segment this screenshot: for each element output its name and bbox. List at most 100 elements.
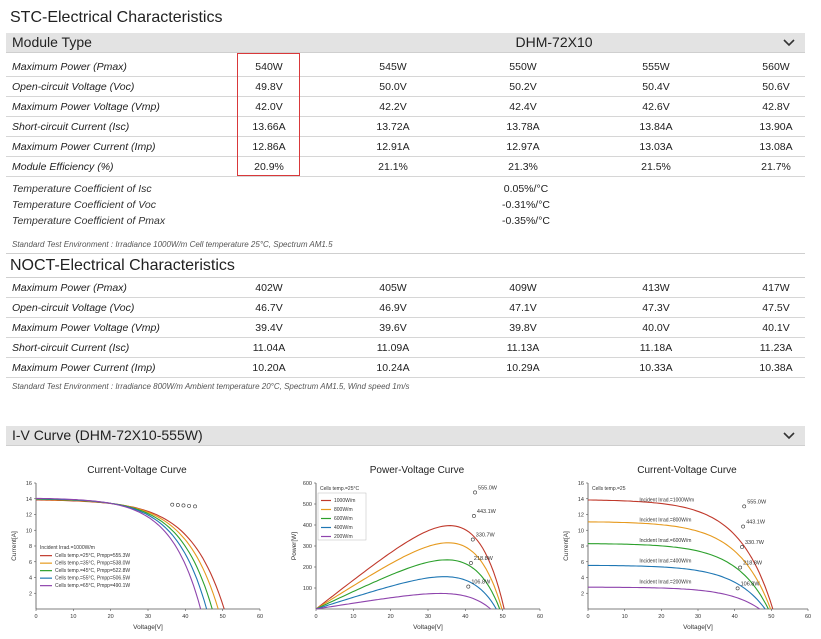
data-label: 443.1W (746, 520, 766, 526)
chart-plot: 0 10 20 30 40 50 60 100 200 300 400 500 600 Voltage[V… (291, 481, 543, 631)
series-line (36, 497, 202, 610)
legend-entry: Cells temp.=45°C, Pmpp=522.8W (55, 568, 130, 574)
table-cell: 10.33A (639, 362, 673, 374)
x-tick-label: 0 (586, 614, 589, 620)
chevron-down-icon[interactable] (783, 38, 795, 48)
stc-title: STC-Electrical Characteristics (10, 9, 223, 26)
y-axis-label: Current[A] (11, 531, 18, 561)
mpp-point (741, 524, 746, 529)
mpp-point (473, 490, 477, 495)
table-cell: 540W (255, 61, 283, 73)
table-row: Maximum Power Voltage (Vmp) 39.4V 39.6V 39.… (6, 318, 805, 338)
y-tick-label: 12 (26, 513, 32, 519)
table-cell: 12.91A (376, 141, 410, 153)
data-label: 106.8W (741, 581, 761, 587)
y-tick-label: 10 (578, 528, 584, 534)
chart-current-voltage-irradiance: Current-Voltage Curve 0 10 20 30 40 50 60 2 4 6 8 1… (556, 465, 818, 635)
selected-column-highlight (237, 53, 300, 176)
table-cell: 47.1V (509, 302, 537, 314)
mpp-point (735, 586, 740, 591)
table-cell: 50.4V (642, 81, 670, 93)
y-tick-label: 300 (303, 544, 312, 550)
series-label: Incident Irrad.=800W/m (639, 518, 691, 524)
table-cell: 12.97A (506, 141, 540, 153)
y-tick-label: 6 (581, 560, 584, 566)
series-line (315, 592, 492, 610)
noct-note: Standard Test Environment : Irradiance 8… (12, 382, 410, 391)
y-tick-label: 2 (581, 591, 584, 597)
table-row: Short-circuit Current (Isc) 11.04A 11.09A 1… (6, 338, 805, 358)
x-axis-label: Voltage[V] (683, 624, 713, 631)
table-cell: 50.6V (762, 81, 790, 93)
y-tick-label: 8 (29, 544, 32, 550)
table-row: Maximum Power (Pmax) 402W 405W 409W 413W 417W (6, 278, 805, 298)
row-label: Maximum Power (Pmax) (12, 282, 127, 294)
legend-entry: 1000W/m (334, 498, 355, 504)
y-tick-label: 16 (26, 481, 32, 487)
mpp-point (469, 561, 473, 565)
table-cell: 10.20A (252, 362, 286, 374)
table-cell: 405W (379, 282, 407, 294)
module-type-bar[interactable]: Module Type DHM-72X10 (6, 33, 805, 53)
table-cell: 10.24A (376, 362, 410, 374)
data-label: 555.0W (478, 485, 498, 491)
table-cell: 42.2V (379, 101, 407, 113)
series-line (588, 564, 766, 610)
y-tick-label: 10 (26, 528, 32, 534)
table-cell: 555W (642, 61, 670, 73)
x-tick-label: 60 (257, 614, 263, 620)
table-cell: 42.8V (762, 101, 790, 113)
table-cell: 409W (509, 282, 537, 294)
noct-title: NOCT-Electrical Characteristics (10, 257, 235, 274)
iv-curve-title: I-V Curve (DHM-72X10-555W) (12, 427, 203, 443)
mpp-point (738, 565, 743, 570)
y-tick-label: 14 (578, 497, 584, 503)
x-tick-label: 20 (388, 614, 394, 620)
x-tick-label: 60 (537, 614, 543, 620)
table-cell: 21.5% (641, 161, 671, 173)
x-tick-label: 20 (658, 614, 664, 620)
legend-entry: 200W/m (334, 534, 353, 540)
chart-plot: 0 10 20 30 40 50 60 2 4 6 8 10 12 14 16 Voltage[V] Curre… (11, 481, 263, 631)
table-row: Open-circuit Voltage (Voc) 46.7V 46.9V 47.1… (6, 298, 805, 318)
table-cell: 11.23A (759, 342, 793, 354)
data-label: 218.8W (743, 560, 763, 566)
table-cell: 13.72A (376, 121, 410, 133)
legend-entry: 600W/m (334, 516, 353, 522)
table-cell: 11.13A (506, 342, 540, 354)
iv-curve-bar[interactable]: I-V Curve (DHM-72X10-555W) (6, 426, 805, 446)
row-label: Maximum Power Current (Imp) (12, 362, 156, 374)
table-cell: 11.04A (252, 342, 286, 354)
table-cell: 402W (255, 282, 283, 294)
table-row: Module Efficiency (%) 20.9% 21.1% 21.3% 21.5… (6, 157, 805, 177)
row-label: Open-circuit Voltage (Voc) (12, 302, 135, 314)
stc-note: Standard Test Environment : Irradiance 1… (12, 240, 333, 249)
table-cell: 46.7V (255, 302, 283, 314)
series-line (587, 521, 772, 610)
table-cell: 47.3V (642, 302, 670, 314)
series-line (315, 576, 497, 610)
table-row: Short-circuit Current (Isc) 13.66A 13.72A 1… (6, 117, 805, 137)
x-tick-label: 10 (350, 614, 356, 620)
chevron-down-icon[interactable] (783, 431, 795, 441)
table-cell: 413W (642, 282, 670, 294)
x-axis-label: Voltage[V] (133, 624, 163, 631)
table-row: Maximum Power Current (Imp) 10.20A 10.24A 1… (6, 358, 805, 378)
x-tick-label: 50 (500, 614, 506, 620)
table-cell: 40.0V (642, 322, 670, 334)
table-cell: 550W (509, 61, 537, 73)
data-label: 106.8W (471, 580, 491, 586)
legend-entry: Cells temp.=55°C, Pmpp=506.5W (55, 576, 130, 582)
legend-entry: 800W/m (334, 507, 353, 513)
legend-entry: Cells temp.=65°C, Pmpp=490.1W (55, 583, 130, 589)
table-cell: 39.8V (509, 322, 537, 334)
chart-plot: 0 10 20 30 40 50 60 2 4 6 8 10 12 14 16 Voltage[V] Curre… (563, 481, 811, 631)
table-row: Open-circuit Voltage (Voc) 49.8V 50.0V 50.2… (6, 77, 805, 97)
chart-power-voltage: Power-Voltage Curve 0 10 20 30 40 50 60 100 200 3… (284, 465, 550, 635)
module-type-label: Module Type (12, 34, 92, 50)
table-cell: 40.1V (762, 322, 790, 334)
table-cell: 21.1% (378, 161, 408, 173)
table-cell: 13.03A (639, 141, 673, 153)
data-label: 218.8W (474, 556, 494, 562)
x-tick-label: 40 (732, 614, 738, 620)
